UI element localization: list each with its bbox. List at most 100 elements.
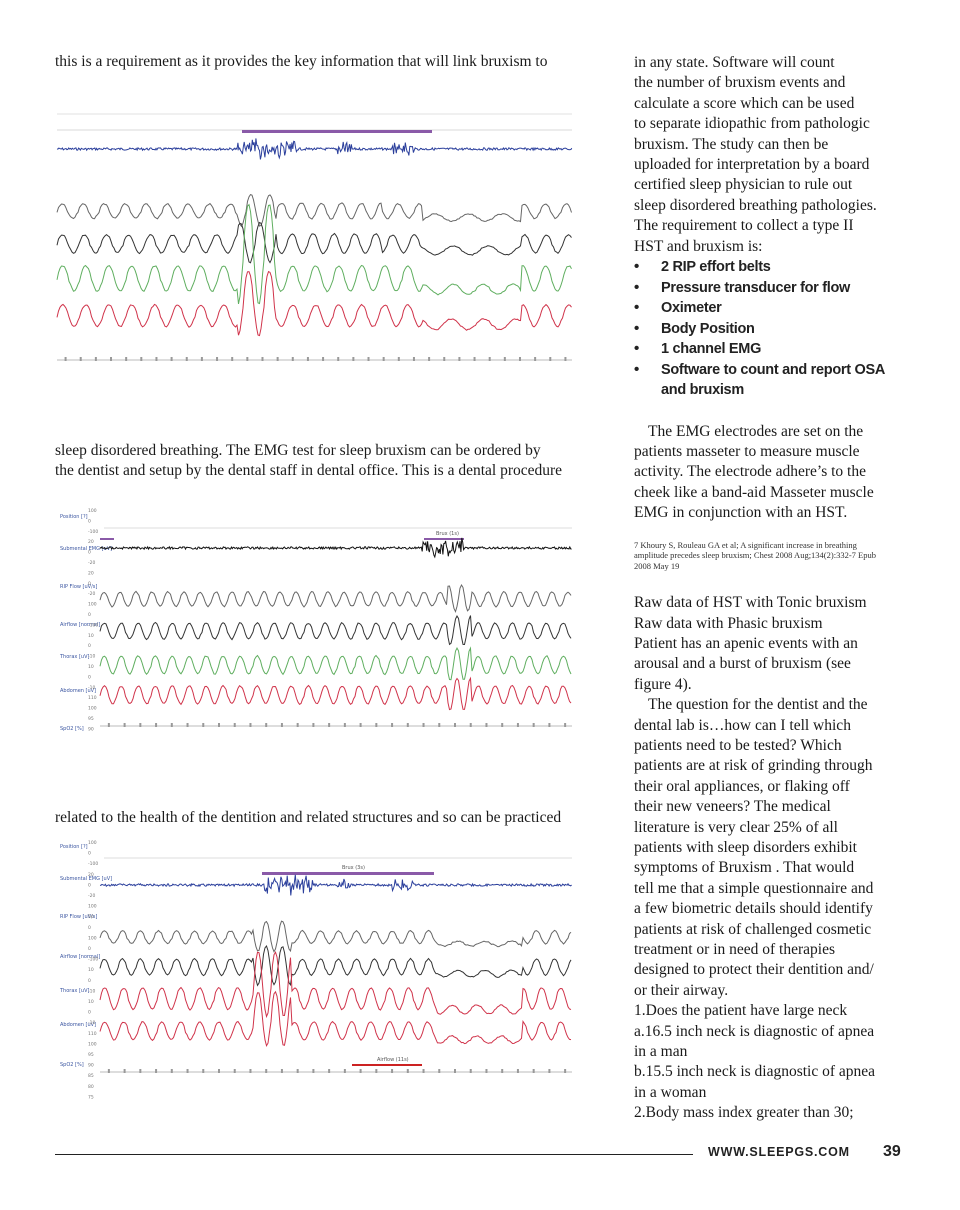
text-line: patients need to be tested? Which: [634, 736, 842, 754]
tick-mark: [337, 357, 340, 361]
text-line: The EMG electrodes are set on the: [648, 422, 864, 440]
tick-mark: [501, 723, 504, 727]
text-line: The requirement to collect a type II: [634, 217, 854, 235]
tick-mark: [422, 723, 425, 727]
trace-abdomen: [56, 270, 572, 337]
tick-mark: [265, 1069, 268, 1073]
tick-mark: [406, 723, 409, 727]
tick-mark: [306, 357, 309, 361]
text-line: or their airway.: [634, 981, 729, 999]
tick-mark: [312, 1069, 315, 1073]
tick-mark: [412, 357, 415, 361]
scale-label: 10: [88, 633, 94, 639]
scale-label: 0: [88, 518, 91, 524]
tick-mark: [422, 1069, 425, 1073]
tick-mark: [454, 1069, 456, 1073]
scale-label: 0: [88, 1010, 91, 1016]
footnote-line: 7 Khoury S, Rouleau GA et al; A signific…: [634, 539, 857, 550]
trace-thorax: [99, 646, 572, 681]
tick-mark: [140, 357, 143, 361]
tick-mark: [170, 1069, 173, 1073]
right-column: in any state. Software will count the nu…: [634, 53, 919, 1124]
trace-abdomen: [99, 676, 572, 711]
tick-mark: [123, 1069, 126, 1073]
tick-mark: [352, 357, 355, 361]
footnote-line: 2008 May 19: [634, 560, 680, 571]
figure-3-emg-recording: Position [?] Submental EMG [uV] RIP Flow […: [52, 840, 576, 1116]
tick-mark: [233, 723, 236, 727]
tick-mark: [473, 357, 476, 361]
tick-mark: [375, 1069, 378, 1073]
scale-label: -20: [88, 560, 95, 566]
list-item-continuation: and bruxism: [661, 382, 744, 399]
event-label: Airflow (11s): [377, 1057, 409, 1063]
figure-1-svg: [56, 113, 573, 361]
text-line: EMG in conjunction with an HST.: [634, 504, 848, 522]
text-line: symptoms of Bruxism . That would: [634, 859, 855, 877]
figure-2-svg: Position [?] Submental EMG [uV] RIP Flow […: [59, 508, 572, 732]
scale-label: 0: [88, 550, 91, 556]
text-line: the number of bruxism events and: [634, 74, 846, 92]
scale-label: 100: [88, 706, 97, 712]
scale-label: 10: [88, 664, 94, 670]
tick-mark: [261, 357, 264, 361]
text-line: their oral appliances, or flaking off: [634, 777, 850, 795]
trace-airflow: [99, 614, 572, 646]
tick-mark: [518, 357, 521, 361]
trace-airflow: [99, 944, 572, 987]
scale-label: -10: [88, 988, 95, 994]
tick-mark: [438, 1069, 441, 1073]
channel-label: RIP Flow [uV/s]: [60, 584, 97, 590]
tick-mark: [280, 1069, 283, 1073]
text-line: 2.Body mass index greater than 30;: [634, 1104, 854, 1122]
tick-mark: [391, 1069, 394, 1073]
tick-mark: [343, 1069, 346, 1073]
tick-mark: [359, 1069, 362, 1073]
scale-label: 10: [88, 967, 94, 973]
text-line: Raw data of HST with Tonic bruxism: [634, 594, 867, 612]
left-text-line-2: sleep disordered breathing. The EMG test…: [55, 442, 541, 459]
tick-mark: [155, 357, 158, 361]
text-line: a.16.5 inch neck is diagnostic of apnea: [634, 1022, 875, 1040]
tick-mark: [249, 1069, 252, 1073]
tick-mark: [185, 357, 188, 361]
scale-label: 90: [88, 1063, 94, 1069]
tick-mark: [485, 1069, 488, 1073]
event-marker: [242, 130, 432, 133]
left-text-line-3: the dentist and setup by the dental staf…: [55, 462, 563, 479]
tick-mark: [79, 357, 82, 361]
text-line: in a woman: [634, 1083, 707, 1101]
text-line: a few biometric details should identify: [634, 900, 873, 918]
text-line: their new veneers? The medical: [634, 798, 831, 816]
paragraph-question: The question for the dentist and the den…: [634, 695, 919, 1124]
tick-mark: [443, 357, 446, 361]
channel-label: RIP Flow [uV/s]: [60, 914, 97, 920]
scale-label: 100: [88, 935, 97, 941]
text-line: Patient has an apenic events with an: [634, 634, 858, 652]
tick-mark: [488, 357, 491, 361]
tick-mark: [202, 723, 205, 727]
footnote: 7 Khoury S, Rouleau GA et al; A signific…: [634, 540, 919, 572]
channel-label: Abdomen [uV]: [60, 1022, 96, 1028]
scale-label: 100: [88, 1041, 97, 1047]
event-label: Brux (3s): [342, 865, 365, 871]
channel-label: Position [?]: [60, 844, 88, 850]
tick-mark: [139, 1069, 142, 1073]
text-line: dental lab is…how can I tell which: [634, 716, 851, 734]
list-item: 1 channel EMG: [634, 339, 919, 360]
channel-label: Thorax [uV]: [59, 654, 89, 660]
tick-mark: [155, 723, 158, 727]
scale-label: 100: [88, 840, 97, 846]
trace-airflow: [56, 221, 572, 264]
scale-label: 20: [88, 539, 94, 545]
scale-label: 90: [88, 726, 94, 732]
channel-label: Position [?]: [60, 514, 88, 520]
tick-mark: [312, 723, 315, 727]
figure-1-emg-recording: [52, 102, 576, 372]
tick-mark: [202, 1069, 205, 1073]
tick-mark: [501, 1069, 504, 1073]
text-line: bruxism. The study can then be: [634, 135, 829, 153]
scale-label: 110: [88, 1031, 97, 1037]
tick-mark: [503, 357, 506, 361]
tick-mark: [123, 723, 126, 727]
